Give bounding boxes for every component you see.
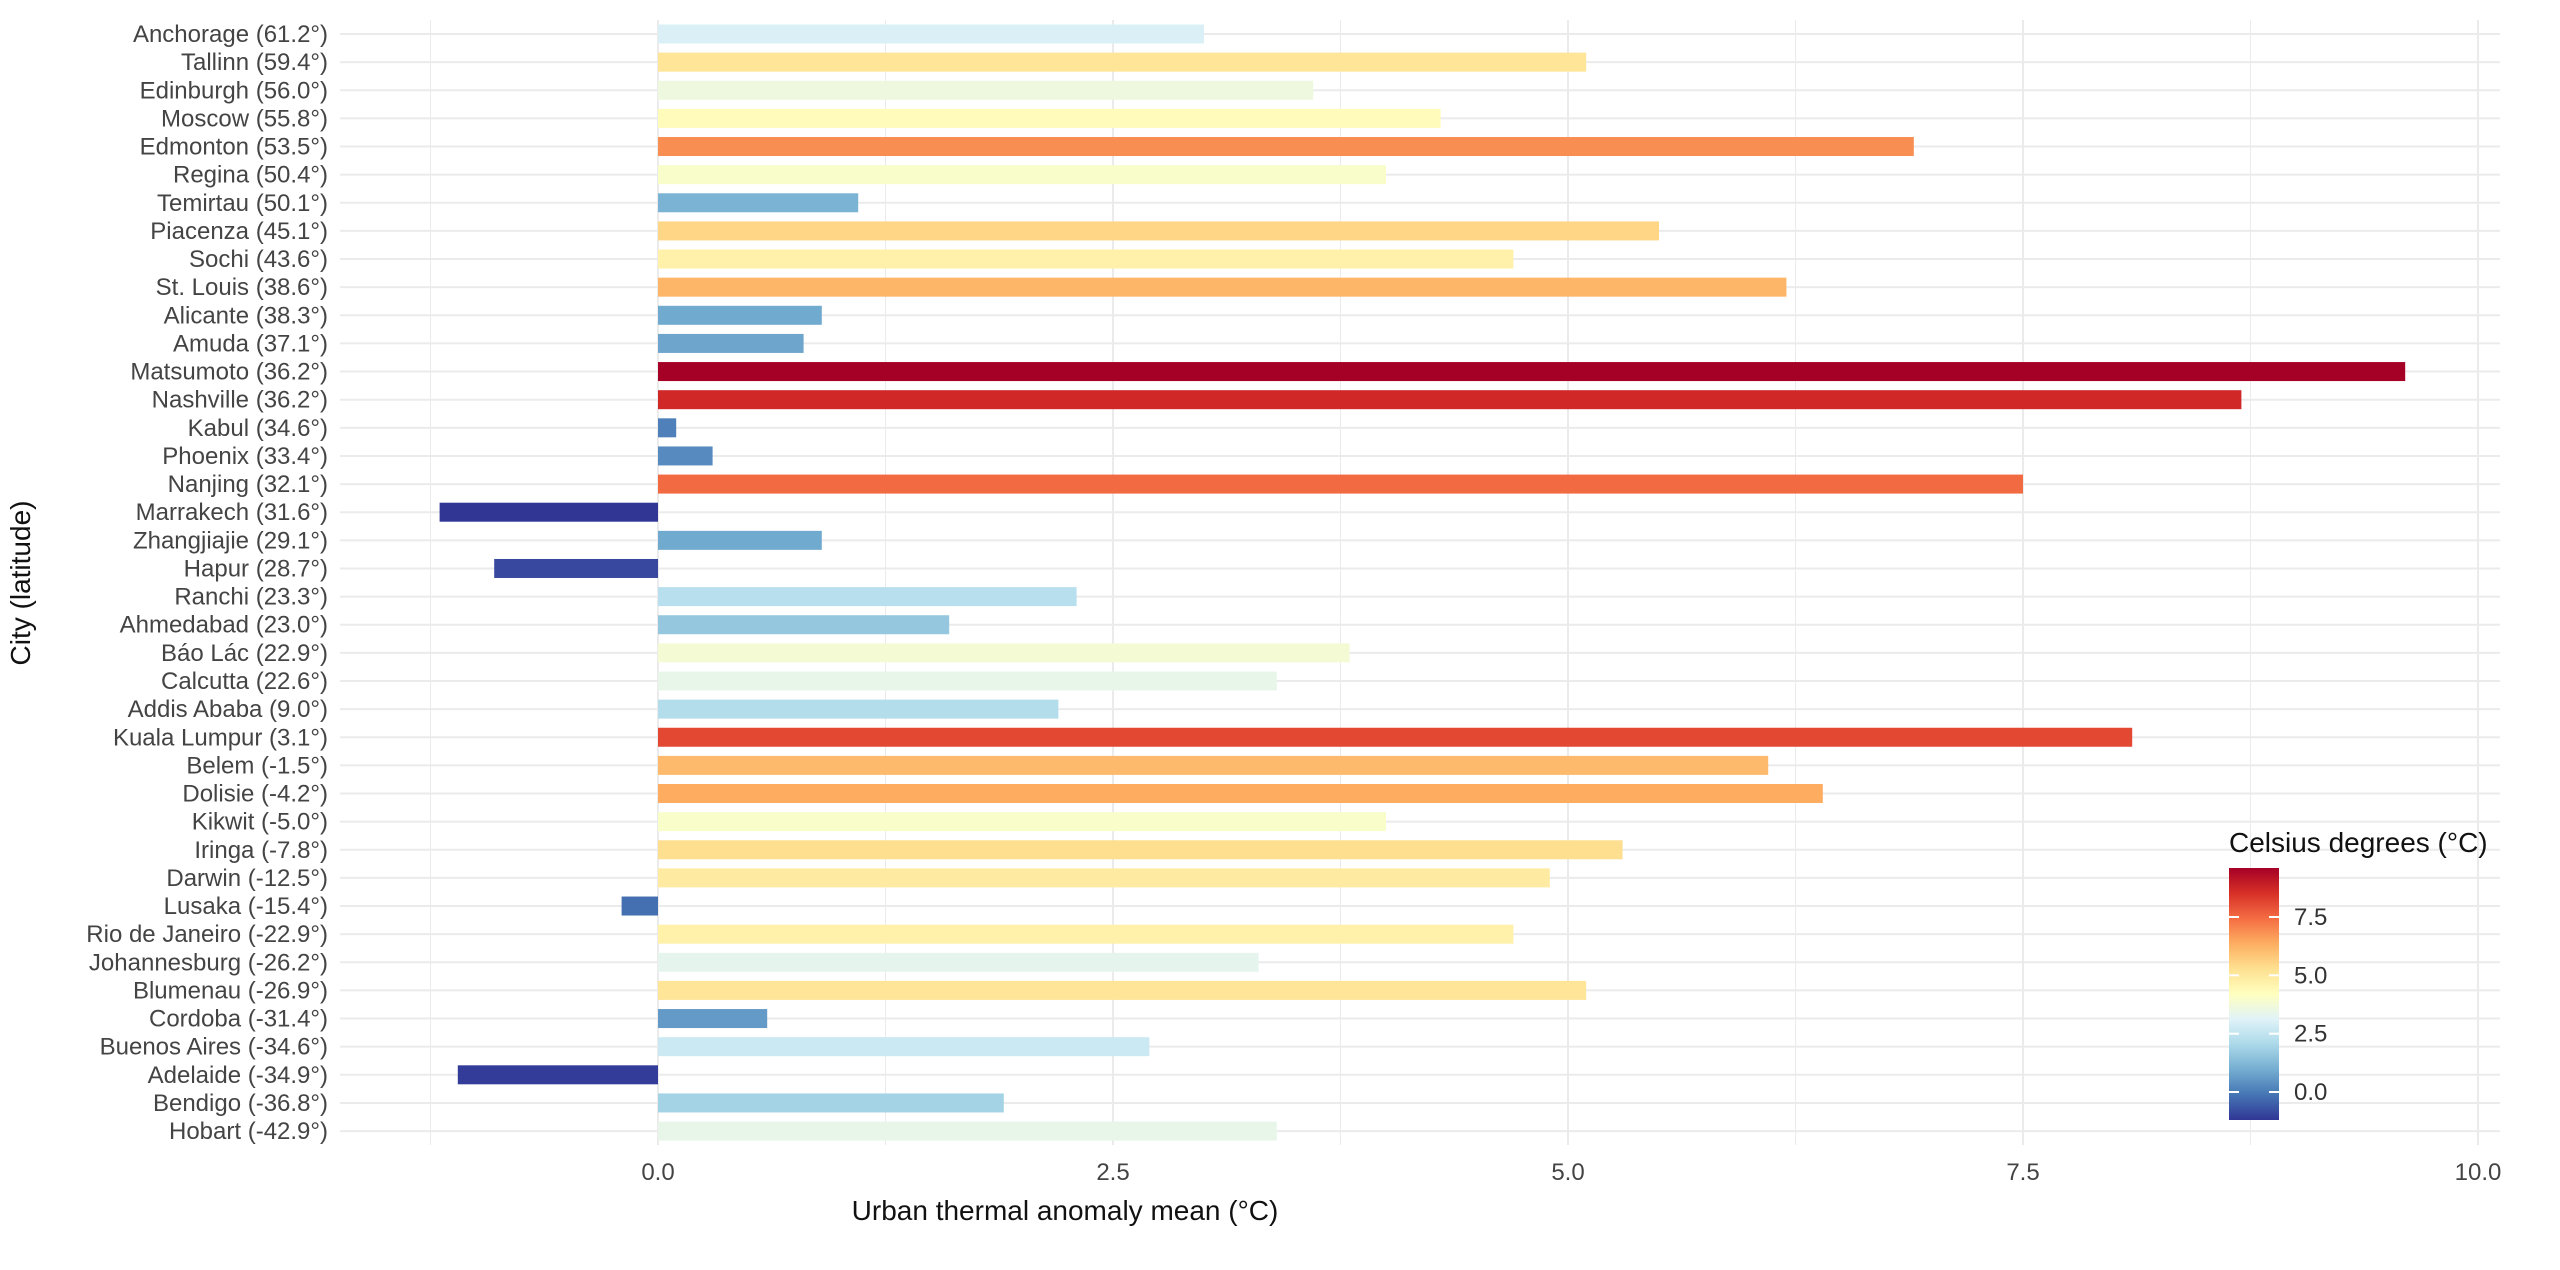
x-tick-label: 0.0 [641,1159,674,1186]
y-tick-label: Blumenau (-26.9°) [133,977,328,1004]
bar [658,418,677,438]
bar [658,530,822,550]
y-tick-label: Adelaide (-34.9°) [148,1062,328,1089]
y-tick-label: Anchorage (61.2°) [133,21,328,48]
bar [658,193,859,213]
bar [658,868,1550,888]
y-tick-label: Regina (50.4°) [173,162,328,189]
bar [457,1065,658,1085]
y-tick-label: Edinburgh (56.0°) [140,77,328,104]
y-tick-label: Bendigo (-36.8°) [153,1090,328,1117]
y-tick-label: Belem (-1.5°) [186,752,328,779]
bar [658,249,1514,269]
bar [658,474,2023,494]
bar [658,80,1314,100]
bar [658,840,1623,860]
y-tick-labels: Anchorage (61.2°)Tallinn (59.4°)Edinburg… [86,21,328,1145]
bar [658,305,822,325]
bar [658,362,2406,382]
bar [658,924,1514,944]
bar [621,896,658,916]
bar [658,1121,1277,1141]
bar [658,277,1787,297]
bar [658,333,804,353]
x-tick-label: 5.0 [1551,1159,1584,1186]
x-tick-labels: 0.0 2.5 5.0 7.5 10.0 [641,1159,2501,1186]
y-tick-label: St. Louis (38.6°) [156,274,328,301]
y-tick-label: Alicante (38.3°) [164,302,328,329]
bars [439,24,2406,1141]
legend-tick-label: 7.5 [2294,904,2327,931]
y-tick-label: Phoenix (33.4°) [162,443,328,470]
y-tick-label: Edmonton (53.5°) [140,134,328,161]
bar [658,755,1769,775]
y-tick-label: Marrakech (31.6°) [136,499,328,526]
bar [658,643,1350,663]
bar [658,699,1059,719]
bar [658,615,950,635]
y-tick-label: Addis Ababa (9.0°) [128,696,328,723]
y-tick-label: Dolisie (-4.2°) [182,781,328,808]
y-tick-label: Ahmedabad (23.0°) [120,612,328,639]
legend-tick-label: 5.0 [2294,962,2327,989]
y-tick-label: Buenos Aires (-34.6°) [100,1034,328,1061]
y-axis-title: City (latitude) [5,501,36,666]
bar [494,558,658,578]
y-tick-label: Rio de Janeiro (-22.9°) [86,921,328,948]
y-tick-label: Ranchi (23.3°) [174,584,328,611]
bar [658,390,2242,410]
bar [658,137,1914,157]
y-tick-label: Kabul (34.6°) [188,415,328,442]
y-tick-label: Tallinn (59.4°) [181,49,328,76]
bar [658,952,1259,972]
y-tick-label: Calcutta (22.6°) [161,668,328,695]
y-tick-label: Zhangjiajie (29.1°) [133,527,328,554]
bar [658,727,2133,747]
bar [658,221,1659,241]
legend-title: Celsius degrees (°C) [2229,827,2488,858]
colorbar [2229,868,2279,1120]
x-tick-label: 10.0 [2455,1159,2502,1186]
y-tick-label: Lusaka (-15.4°) [164,893,328,920]
bar [658,446,713,466]
bar [658,1037,1150,1057]
bar [658,108,1441,128]
legend-tick-label: 0.0 [2294,1079,2327,1106]
bar [658,980,1587,1000]
y-tick-label: Temirtau (50.1°) [157,190,328,217]
y-tick-label: Hobart (-42.9°) [169,1118,328,1145]
y-tick-label: Piacenza (45.1°) [150,218,328,245]
bar [658,165,1386,185]
bar [439,502,658,522]
bar [658,1093,1004,1113]
bar [658,24,1204,44]
x-axis-title: Urban thermal anomaly mean (°C) [852,1195,1279,1226]
bar [658,812,1386,832]
bar [658,52,1587,72]
bar [658,587,1077,607]
legend-tick-label: 2.5 [2294,1021,2327,1048]
y-tick-label: Nashville (36.2°) [152,387,328,414]
bar [658,671,1277,691]
y-tick-label: Darwin (-12.5°) [166,865,328,892]
x-tick-label: 7.5 [2006,1159,2039,1186]
bar [658,1009,768,1029]
bar [658,784,1823,804]
y-tick-label: Amuda (37.1°) [173,330,328,357]
y-tick-label: Matsumoto (36.2°) [130,359,328,386]
y-tick-label: Moscow (55.8°) [161,105,328,132]
y-tick-label: Hapur (28.7°) [184,555,328,582]
color-legend: Celsius degrees (°C) 0.0 2.5 5.0 7.5 [2229,827,2488,1120]
gridlines [340,20,2500,1145]
y-tick-label: Nanjing (32.1°) [168,471,328,498]
x-tick-label: 2.5 [1096,1159,1129,1186]
y-tick-label: Cordoba (-31.4°) [149,1006,328,1033]
y-tick-label: Báo Lác (22.9°) [161,640,328,667]
y-tick-label: Kikwit (-5.0°) [192,809,328,836]
y-tick-label: Johannesburg (-26.2°) [89,949,328,976]
y-tick-label: Kuala Lumpur (3.1°) [113,724,328,751]
y-tick-label: Iringa (-7.8°) [194,837,328,864]
y-tick-label: Sochi (43.6°) [189,246,328,273]
